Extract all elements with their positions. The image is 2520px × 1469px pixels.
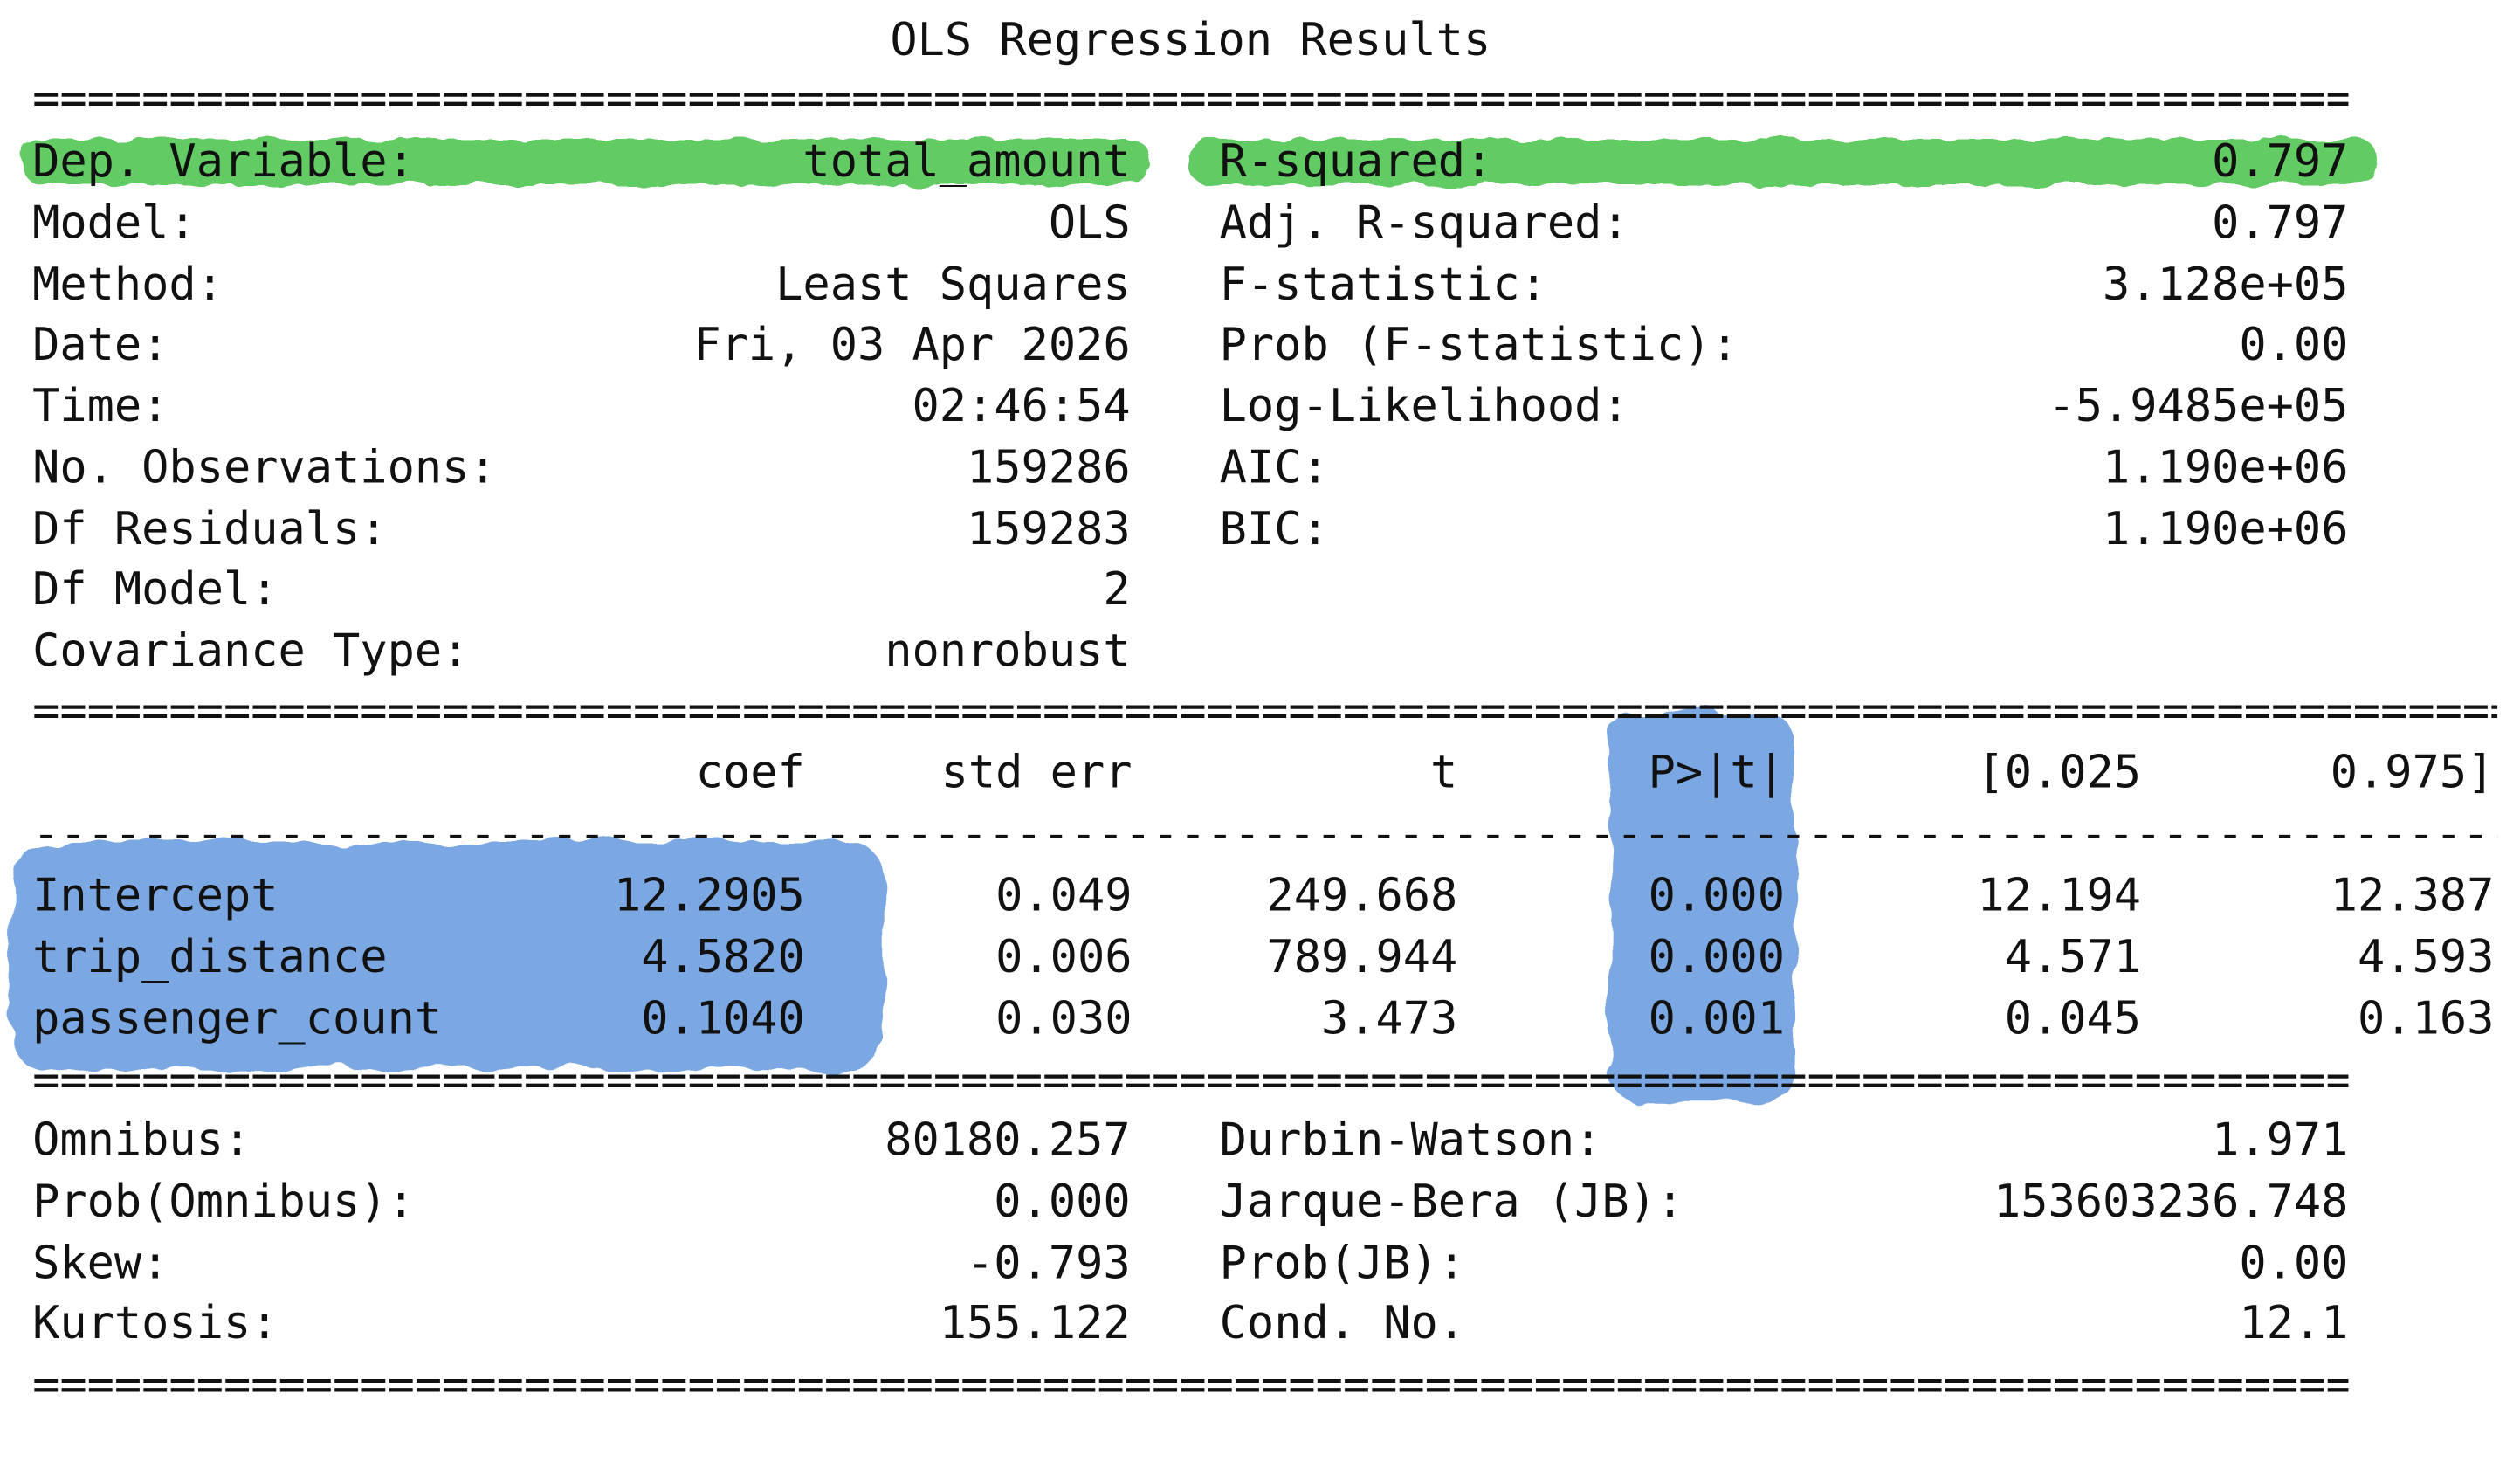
coef-column-header: 0.975] <box>2330 745 2495 799</box>
coef-cell: 789.944 <box>1266 929 1458 983</box>
coef-cell: 0.030 <box>995 990 1133 1045</box>
coef-row-name: passenger_count <box>32 990 443 1045</box>
stat-label: Dep. Variable: <box>32 134 415 189</box>
diag-label: Durbin-Watson: <box>1219 1113 1602 1167</box>
coef-cell: 4.5820 <box>641 929 805 983</box>
stat-label: R-squared: <box>1219 134 1493 189</box>
diag-label: Prob(Omnibus): <box>32 1174 415 1228</box>
coef-column-header: coef <box>695 745 805 799</box>
diag-value: -0.793 <box>967 1235 1131 1289</box>
double-rule-diagnostics-top: ========================================… <box>32 1052 2349 1107</box>
diag-value: 80180.257 <box>885 1113 1131 1167</box>
diag-value: 12.1 <box>2239 1296 2349 1350</box>
stat-value: 1.190e+06 <box>2103 440 2349 494</box>
coef-cell: 12.2905 <box>613 868 805 922</box>
stat-value: Least Squares <box>775 256 1131 311</box>
coef-cell: 0.000 <box>1648 868 1785 922</box>
coef-cell: 12.194 <box>1977 868 2142 922</box>
stat-label: Log-Likelihood: <box>1219 379 1629 433</box>
stat-label: Method: <box>32 256 224 311</box>
stat-value: 0.797 <box>2212 195 2349 250</box>
coef-column-header: std err <box>940 745 1133 799</box>
coef-column-header: [0.025 <box>1977 745 2142 799</box>
stat-label: No. Observations: <box>32 440 497 494</box>
diag-label: Prob(JB): <box>1219 1235 1466 1289</box>
diag-value: 0.00 <box>2239 1235 2349 1289</box>
stat-value: 2 <box>1103 562 1131 617</box>
coef-cell: 0.049 <box>995 868 1133 922</box>
green-highlight-dep-variable <box>22 139 1150 185</box>
double-rule-coef-top: ========================================… <box>32 683 2498 737</box>
double-rule-bottom: ========================================… <box>32 1357 2349 1411</box>
stat-label: BIC: <box>1219 501 1329 555</box>
coef-cell: 0.001 <box>1648 990 1785 1045</box>
diag-value: 155.122 <box>939 1296 1131 1350</box>
stat-value: 02:46:54 <box>912 379 1131 433</box>
stat-label: Prob (F-statistic): <box>1219 318 1739 372</box>
single-rule-coef: ----------------------------------------… <box>32 806 2498 860</box>
stat-value: 159283 <box>967 501 1131 555</box>
stat-value: OLS <box>1048 195 1131 250</box>
stat-value: Fri, 03 Apr 2026 <box>693 318 1131 372</box>
diag-value: 153603236.748 <box>1993 1174 2349 1228</box>
stat-value: nonrobust <box>885 624 1131 678</box>
double-rule-top: ========================================… <box>32 71 2349 125</box>
coef-cell: 4.593 <box>2358 929 2495 983</box>
coef-cell: 0.1040 <box>641 990 805 1045</box>
coef-cell: 0.000 <box>1648 929 1785 983</box>
coef-column-header: P>|t| <box>1648 745 1785 799</box>
page-title: OLS Regression Results <box>890 12 1491 67</box>
stat-value: -5.9485e+05 <box>2048 379 2349 433</box>
coef-cell: 0.163 <box>2358 990 2495 1045</box>
coef-cell: 3.473 <box>1320 990 1458 1045</box>
stat-label: Time: <box>32 379 169 433</box>
stat-label: Date: <box>32 318 169 372</box>
coef-cell: 4.571 <box>2004 929 2142 983</box>
coef-row-name: Intercept <box>32 868 279 922</box>
blue-highlight-p-values <box>1609 713 1795 1102</box>
green-highlight-r-squared <box>1188 139 2378 185</box>
coef-row-name: trip_distance <box>32 929 388 983</box>
diag-label: Cond. No. <box>1219 1296 1466 1350</box>
diag-label: Jarque-Bera (JB): <box>1219 1174 1684 1228</box>
diag-label: Skew: <box>32 1235 169 1289</box>
diag-label: Kurtosis: <box>32 1296 279 1350</box>
stat-value: 1.190e+06 <box>2103 501 2349 555</box>
stat-value: 3.128e+05 <box>2103 256 2349 311</box>
blue-highlight-coefficients <box>10 842 885 1070</box>
diag-value: 0.000 <box>994 1174 1131 1228</box>
coef-cell: 12.387 <box>2330 868 2495 922</box>
stat-value: total_amount <box>802 134 1131 189</box>
stat-label: AIC: <box>1219 440 1329 494</box>
diag-value: 1.971 <box>2212 1113 2349 1167</box>
stat-value: 0.00 <box>2239 318 2349 372</box>
stat-label: Covariance Type: <box>32 624 470 678</box>
coef-cell: 249.668 <box>1266 868 1458 922</box>
coef-cell: 0.006 <box>995 929 1133 983</box>
stat-label: Model: <box>32 195 196 250</box>
stat-label: Df Residuals: <box>32 501 388 555</box>
stat-value: 159286 <box>967 440 1131 494</box>
coef-cell: 0.045 <box>2004 990 2142 1045</box>
stat-label: Adj. R-squared: <box>1219 195 1629 250</box>
stat-label: Df Model: <box>32 562 279 617</box>
diag-label: Omnibus: <box>32 1113 251 1167</box>
stat-label: F-statistic: <box>1219 256 1547 311</box>
coef-column-header: t <box>1430 745 1458 799</box>
stat-value: 0.797 <box>2212 134 2349 189</box>
